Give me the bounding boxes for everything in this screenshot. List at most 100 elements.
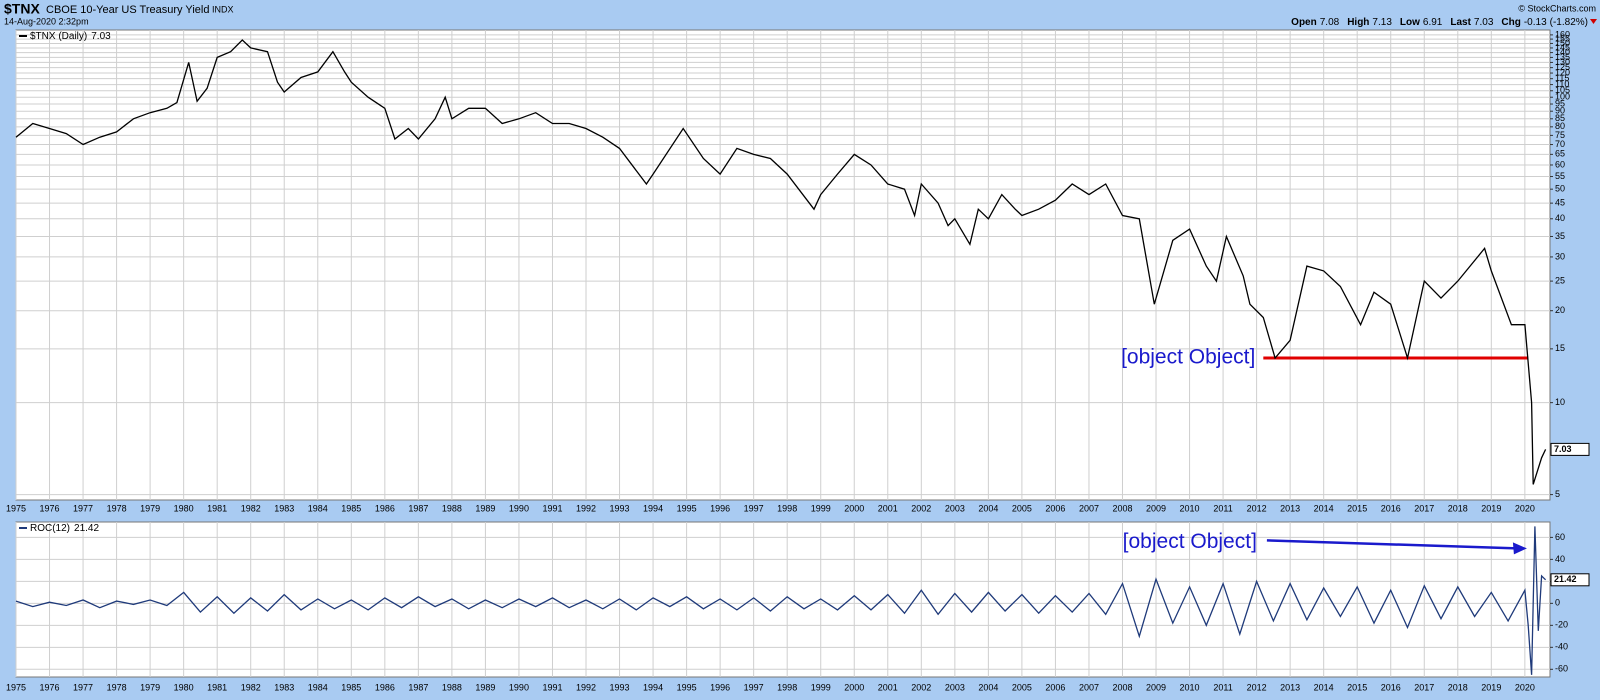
x-tick-label: 1990: [509, 503, 529, 513]
x-tick-label: 1985: [341, 682, 361, 692]
x-tick-label: 1991: [542, 503, 562, 513]
x-tick-label: 2010: [1180, 503, 1200, 513]
x-tick-label: 1988: [442, 503, 462, 513]
exchange: INDX: [212, 4, 234, 14]
x-tick-label: 1996: [710, 682, 730, 692]
x-tick-label: 2018: [1448, 503, 1468, 513]
y-tick-label: 85: [1555, 113, 1565, 123]
y-tick-label: 80: [1555, 121, 1565, 131]
copyright: © StockCharts.com: [1518, 3, 1596, 13]
x-tick-label: 1977: [73, 503, 93, 513]
y-tick-label: -60: [1555, 664, 1568, 674]
x-tick-label: 2008: [1112, 503, 1132, 513]
date: 14-Aug-2020 2:32pm: [4, 16, 89, 26]
x-tick-label: 1976: [40, 682, 60, 692]
x-tick-label: 1992: [576, 503, 596, 513]
x-tick-label: 1982: [241, 682, 261, 692]
x-tick-label: 1990: [509, 682, 529, 692]
x-tick-label: 1985: [341, 503, 361, 513]
x-tick-label: 2000: [844, 682, 864, 692]
y-tick-label: 155: [1555, 33, 1570, 43]
y-tick-label: 55: [1555, 171, 1565, 181]
y-tick-label: 75: [1555, 130, 1565, 140]
x-tick-label: 1987: [408, 503, 428, 513]
x-tick-label: 1978: [107, 682, 127, 692]
y-tick-label: 90: [1555, 106, 1565, 116]
x-tick-label: 2013: [1280, 682, 1300, 692]
y-tick-label: -20: [1555, 620, 1568, 630]
y-tick-label: 120: [1555, 67, 1570, 77]
x-tick-label: 2001: [878, 503, 898, 513]
x-tick-label: 2002: [911, 682, 931, 692]
series-line: [15, 526, 1547, 675]
y-tick-label: 50: [1555, 184, 1565, 194]
change-marker: [1590, 19, 1597, 24]
x-tick-label: 2007: [1079, 682, 1099, 692]
legend-entry: $TNX (Daily) 7.03: [30, 31, 111, 42]
x-tick-label: 1993: [610, 682, 630, 692]
x-tick-label: 1983: [274, 682, 294, 692]
quote-value: -0.13: [1524, 17, 1547, 28]
x-tick-label: 2003: [945, 503, 965, 513]
x-tick-label: 1982: [241, 503, 261, 513]
quote-value: 7.13: [1372, 17, 1392, 28]
y-tick-label: 30: [1555, 251, 1565, 261]
x-tick-label: 1998: [777, 682, 797, 692]
x-tick-label: 2017: [1414, 682, 1434, 692]
annotation-arrow: [1266, 539, 1517, 550]
x-tick-label: 2001: [878, 682, 898, 692]
y-tick-label: 135: [1555, 52, 1570, 62]
y-tick-label: 60: [1555, 159, 1565, 169]
legend-name: ROC(12): [30, 523, 70, 534]
quote-pct: (-1.82%): [1550, 17, 1588, 28]
quote-label: Open: [1291, 17, 1317, 28]
x-tick-label: 2006: [1045, 503, 1065, 513]
symbol: $TNX: [4, 1, 40, 17]
x-tick-label: 2007: [1079, 503, 1099, 513]
x-tick-label: 1975: [6, 503, 26, 513]
x-tick-label: 1975: [6, 682, 26, 692]
x-tick-label: 1983: [274, 503, 294, 513]
x-tick-label: 1988: [442, 682, 462, 692]
x-tick-label: 2002: [911, 503, 931, 513]
y-tick-label: 125: [1555, 62, 1570, 72]
security-name: CBOE 10-Year US Treasury Yield: [46, 4, 209, 16]
x-tick-label: 1980: [174, 682, 194, 692]
x-tick-label: 2010: [1180, 682, 1200, 692]
x-tick-label: 2020: [1515, 682, 1535, 692]
x-tick-label: 2004: [978, 503, 998, 513]
x-tick-label: 1995: [677, 682, 697, 692]
y-tick-label: 140: [1555, 47, 1570, 57]
x-tick-label: 2018: [1448, 682, 1468, 692]
x-tick-label: 2000: [844, 503, 864, 513]
x-tick-label: 1997: [744, 682, 764, 692]
y-tick-label: 110: [1555, 79, 1569, 89]
last-value-tag: [1550, 573, 1590, 587]
legend-value: 7.03: [91, 31, 111, 42]
x-tick-label: 1991: [542, 682, 562, 692]
series-line: [15, 39, 1547, 485]
y-tick-label: 20: [1555, 305, 1565, 315]
x-tick-label: 2014: [1314, 682, 1334, 692]
plot-area: [15, 29, 1551, 501]
last-value-label: 21.42: [1554, 574, 1577, 584]
x-tick-label: 1993: [610, 503, 630, 513]
y-tick-label: -40: [1555, 642, 1568, 652]
legend-entry: ROC(12) 21.42: [30, 523, 99, 534]
x-tick-label: 2011: [1213, 503, 1232, 513]
last-value-tag: [1550, 442, 1590, 456]
y-tick-label: 5: [1555, 489, 1560, 499]
y-tick-label: 100: [1555, 92, 1570, 102]
x-tick-label: 1994: [643, 503, 663, 513]
y-tick-label: 105: [1555, 85, 1570, 95]
x-tick-label: 2017: [1414, 503, 1434, 513]
x-tick-label: 2005: [1012, 503, 1032, 513]
x-tick-label: 2016: [1381, 503, 1401, 513]
x-tick-label: 1981: [207, 682, 227, 692]
x-tick-label: 1978: [107, 503, 127, 513]
x-tick-label: 1981: [207, 503, 227, 513]
x-tick-label: 2013: [1280, 503, 1300, 513]
x-tick-label: 2009: [1146, 503, 1166, 513]
quote-value: 7.08: [1320, 17, 1340, 28]
x-tick-label: 1998: [777, 503, 797, 513]
